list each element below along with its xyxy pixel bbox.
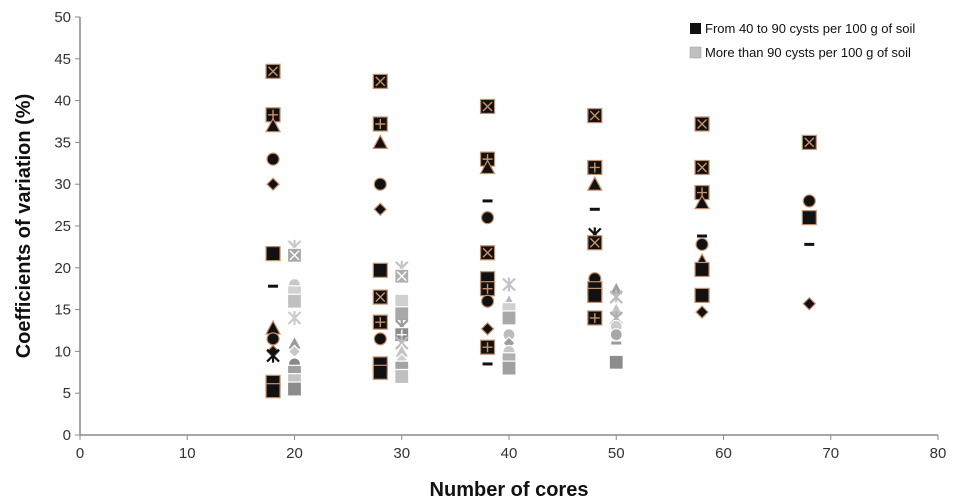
data-point (265, 63, 281, 79)
legend-label-series-2: More than 90 cysts per 100 g of soil (705, 45, 911, 60)
x-tick-label: 40 (501, 445, 518, 462)
data-point (801, 134, 817, 150)
data-point (372, 262, 388, 278)
y-tick-label: 35 (54, 134, 71, 151)
data-point (266, 332, 280, 346)
data-point (480, 211, 495, 225)
data-point (586, 175, 603, 191)
data-point (694, 261, 710, 278)
x-tick-label: 20 (286, 445, 303, 462)
x-ticks: 0 10 20 30 40 50 60 70 80 (76, 435, 947, 462)
data-point (482, 362, 493, 366)
legend-label-series-1: From 40 to 90 cysts per 100 g of soil (705, 21, 915, 36)
y-tick-label: 20 (54, 260, 71, 277)
y-tick-label: 15 (54, 302, 71, 319)
data-point (587, 310, 603, 326)
x-tick-label: 30 (393, 445, 410, 462)
data-point (372, 364, 388, 380)
series-1 (265, 63, 817, 399)
data-point (587, 108, 603, 124)
y-tick-label: 50 (54, 9, 71, 26)
data-point (479, 98, 496, 115)
data-point (373, 202, 388, 217)
data-point (372, 73, 388, 89)
data-point (694, 194, 711, 210)
data-point (394, 306, 410, 322)
data-point (694, 116, 710, 132)
data-point (286, 293, 303, 309)
data-point (266, 177, 280, 192)
data-point (802, 194, 816, 208)
data-point (266, 152, 280, 166)
y-tick-label: 25 (54, 218, 71, 235)
x-tick-label: 50 (608, 445, 625, 462)
data-point (286, 247, 303, 263)
data-point (695, 305, 709, 319)
legend: From 40 to 90 cysts per 100 g of soil Mo… (689, 21, 915, 60)
data-point (265, 107, 281, 123)
y-tick-label: 0 (63, 427, 71, 444)
data-point (265, 319, 282, 335)
data-point (479, 281, 496, 297)
legend-swatch-series-1 (690, 23, 701, 34)
series-2 (286, 239, 625, 397)
data-point (801, 210, 817, 226)
y-tick-label: 5 (63, 385, 71, 402)
data-point (587, 159, 603, 176)
legend-swatch-series-2 (689, 46, 702, 59)
data-point (589, 207, 600, 211)
data-point (372, 289, 388, 305)
data-point (265, 117, 282, 133)
data-point (372, 314, 388, 330)
data-point (479, 245, 496, 261)
data-point (804, 242, 815, 246)
data-point (394, 368, 410, 385)
data-point (287, 310, 302, 325)
data-point (479, 339, 496, 355)
data-point (479, 159, 496, 175)
data-point (480, 294, 495, 308)
data-point (373, 177, 387, 191)
data-point (697, 234, 708, 238)
data-point (394, 293, 410, 309)
data-point (695, 237, 709, 251)
data-point (502, 277, 516, 292)
x-tick-label: 10 (179, 445, 196, 462)
data-point (286, 381, 303, 397)
data-point (373, 332, 387, 346)
y-tick-label: 45 (54, 51, 71, 68)
y-tick-label: 30 (54, 176, 71, 193)
data-point (372, 134, 389, 149)
data-point (694, 159, 710, 176)
x-tick-label: 80 (930, 445, 947, 462)
data-point (587, 287, 603, 303)
y-ticks: 0 5 10 15 20 25 30 35 40 45 50 (54, 9, 80, 444)
data-point (266, 348, 280, 363)
y-tick-label: 40 (54, 93, 71, 110)
data-point (608, 354, 624, 370)
data-point (480, 321, 495, 336)
x-axis-title: Number of cores (430, 479, 589, 501)
data-point (694, 287, 710, 303)
data-points (265, 63, 817, 399)
x-tick-label: 70 (822, 445, 839, 462)
data-point (268, 284, 279, 288)
data-point (265, 245, 281, 262)
y-tick-label: 10 (54, 343, 71, 360)
data-point (265, 383, 281, 399)
data-point (802, 296, 817, 311)
data-point (587, 235, 603, 251)
y-axis-title: Coefficients of variation (%) (13, 94, 35, 358)
data-point (611, 341, 622, 345)
data-point (372, 116, 388, 132)
data-point (501, 360, 517, 376)
data-point (609, 328, 623, 342)
data-point (501, 310, 517, 326)
x-tick-label: 60 (715, 445, 732, 462)
x-tick-label: 0 (76, 445, 84, 462)
data-point (394, 268, 410, 284)
data-point (482, 199, 493, 203)
